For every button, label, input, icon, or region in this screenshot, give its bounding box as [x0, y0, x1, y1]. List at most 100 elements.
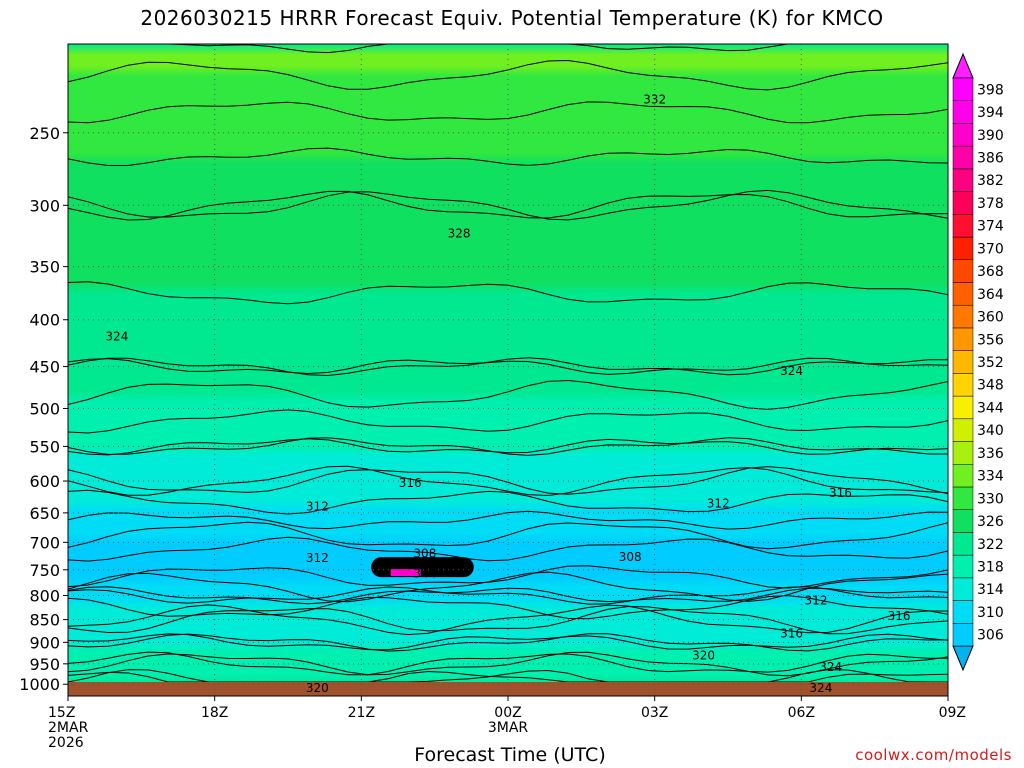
- colorbar-swatch: [952, 486, 974, 510]
- x-tick-label: 2026: [48, 735, 84, 751]
- contour-line: [68, 605, 948, 635]
- colorbar-swatch: [952, 463, 974, 488]
- contour-label: 344: [413, 566, 436, 580]
- colorbar-label: 356: [977, 332, 1004, 348]
- contour-label: 320: [306, 681, 329, 695]
- contour-label: 316: [780, 626, 803, 640]
- colorbar-swatch: [952, 441, 974, 465]
- contour-label: 320: [692, 648, 715, 662]
- colorbar-label: 334: [977, 469, 1004, 485]
- x-tick-label: 03Z: [641, 705, 668, 721]
- colorbar-label: 314: [977, 582, 1004, 598]
- y-tick-label: 650: [29, 504, 60, 523]
- colorbar-label: 344: [977, 400, 1004, 416]
- colorbar-label: 390: [977, 128, 1004, 144]
- colorbar-high-arrow: [952, 52, 974, 79]
- colorbar-label: 374: [977, 219, 1004, 235]
- contour-line: [68, 438, 948, 456]
- contour-line: [68, 281, 948, 305]
- contour-line: [68, 651, 948, 676]
- colorbar-label: 330: [977, 491, 1004, 507]
- colorbar-swatch: [952, 236, 974, 261]
- colorbar-label: 386: [977, 151, 1004, 167]
- contour-label: 328: [448, 226, 471, 240]
- colorbar-swatch: [952, 395, 974, 420]
- y-tick-label: 600: [29, 472, 60, 491]
- colorbar-label: 322: [977, 537, 1004, 553]
- x-tick-label: 00Z: [494, 705, 521, 721]
- contour-line: [68, 595, 948, 620]
- colorbar-label: 326: [977, 514, 1004, 530]
- x-tick-label: 2MAR: [48, 720, 89, 736]
- x-tick-label: 09Z: [939, 705, 966, 721]
- contour-line: [68, 101, 948, 124]
- y-tick-label: 500: [29, 400, 60, 419]
- colorbar-swatch: [952, 77, 974, 101]
- contour-line: [68, 604, 948, 636]
- contour-label: 332: [643, 93, 666, 107]
- chart-title: 2026030215 HRRR Forecast Equiv. Potentia…: [140, 6, 884, 30]
- contour-line: [68, 466, 948, 495]
- colorbar-swatch: [952, 304, 974, 329]
- y-tick-label: 300: [29, 196, 60, 215]
- colorbar-swatch: [952, 168, 974, 192]
- anomaly-core: [390, 569, 421, 577]
- y-tick-label: 250: [29, 124, 60, 143]
- y-tick-label: 350: [29, 258, 60, 277]
- y-tick-label: 850: [29, 611, 60, 630]
- contour-label: 316: [888, 609, 911, 623]
- colorbar-low-arrow: [952, 645, 974, 672]
- credit-link[interactable]: coolwx.com/models: [855, 746, 1012, 764]
- colorbar-label: 318: [977, 559, 1004, 575]
- colorbar-swatch: [952, 532, 974, 556]
- colorbar-label: 394: [977, 105, 1004, 121]
- x-tick-label: 18Z: [201, 705, 228, 721]
- y-tick-label: 800: [29, 586, 60, 605]
- contour-line: [68, 586, 948, 605]
- colorbar-swatch: [952, 191, 974, 215]
- colorbar-swatch: [952, 554, 974, 579]
- high-theta-e-anomaly: [371, 557, 474, 578]
- colorbar-label: 378: [977, 196, 1004, 212]
- colorbar-label: 306: [977, 628, 1004, 644]
- contour-line: [68, 521, 948, 550]
- contour-label: 324: [780, 364, 803, 378]
- contour-label: 312: [306, 551, 329, 565]
- colorbar-label: 398: [977, 82, 1004, 98]
- colorbar-swatch: [952, 123, 974, 147]
- colorbar-swatch: [952, 350, 974, 374]
- contour-label: 312: [805, 593, 828, 607]
- colorbar: 306 310 314 318 322 326 330 334 336 340 344 348 352 3…: [952, 52, 1004, 672]
- y-tick-label: 700: [29, 533, 60, 552]
- colorbar-swatch: [952, 418, 974, 442]
- colorbar-swatch: [952, 259, 974, 283]
- colorbar-label: 364: [977, 287, 1004, 303]
- colorbar-swatch: [952, 373, 974, 397]
- colorbar-swatch: [952, 214, 974, 238]
- colorbar-label: 360: [977, 310, 1004, 326]
- contour-line: [68, 571, 948, 603]
- contour-label: 324: [819, 660, 842, 674]
- x-tick-label: 06Z: [788, 705, 815, 721]
- y-tick-label: 1000: [19, 675, 60, 694]
- y-tick-label: 550: [29, 437, 60, 456]
- colorbar-swatch: [952, 100, 974, 124]
- contour-line: [68, 409, 948, 434]
- contour-labels: 332 328 324 324 316 316 312 312 312 308 308 344 312 3…: [105, 93, 910, 696]
- colorbar-swatch: [952, 623, 974, 647]
- colorbar-swatch: [952, 600, 974, 624]
- y-tick-label: 950: [29, 655, 60, 674]
- colorbar-label: 352: [977, 355, 1004, 371]
- contour-line: [68, 586, 948, 605]
- x-tick-label: 21Z: [348, 705, 375, 721]
- contour-label: 308: [413, 547, 436, 561]
- grid-lines: [68, 44, 948, 696]
- colorbar-swatch: [952, 145, 974, 170]
- contour-label: 308: [619, 550, 642, 564]
- contour-label: 312: [707, 497, 730, 511]
- y-tick-label: 400: [29, 311, 60, 330]
- colorbar-label: 370: [977, 241, 1004, 257]
- y-tick-label: 900: [29, 633, 60, 652]
- colorbar-label: 348: [977, 378, 1004, 394]
- colorbar-label: 340: [977, 423, 1004, 439]
